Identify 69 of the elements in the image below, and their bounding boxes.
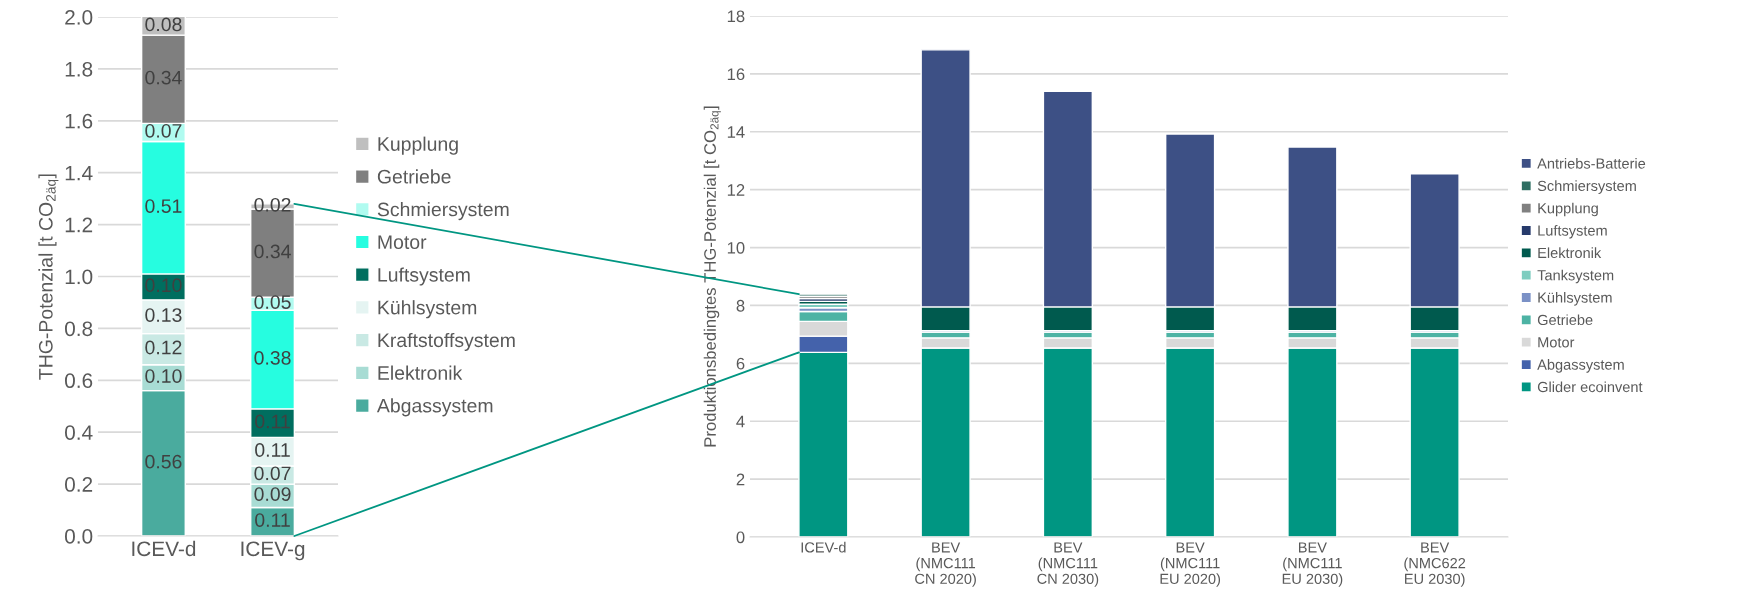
data-label: 0.02 (254, 197, 291, 212)
data-label: 0.07 (254, 466, 291, 481)
x-tick-label: BEV (NMC111 EU 2030) (1282, 542, 1343, 587)
y-tick-label: 12 (727, 184, 745, 196)
y-tick-label: 10 (727, 241, 745, 254)
y-tick-label: 0 (736, 531, 745, 544)
x-tick-label: BEV (NMC111 CN 2030) (1037, 542, 1099, 587)
y-tick-label: 1.4 (65, 165, 93, 181)
legend-label: Schmiersystem (377, 202, 509, 221)
x-tick-label: ICEV-d (132, 540, 196, 557)
y-tick-label: 16 (727, 68, 745, 81)
data-label: 0.10 (145, 278, 182, 293)
data-label: 0.05 (254, 295, 291, 309)
legend-label: Abgassystem (1537, 359, 1624, 373)
x-tick-label: ICEV-d (801, 541, 846, 553)
legend-label: Getriebe (1537, 314, 1593, 326)
legend-label: Antriebs-Batterie (1537, 157, 1646, 169)
data-label: 0.10 (145, 369, 182, 383)
data-label: 0.08 (145, 17, 182, 32)
y-tick-label: 1.2 (65, 217, 93, 233)
legend-label: Elektronik (378, 365, 463, 380)
legend-label: Motor (378, 235, 427, 250)
y-tick-label: 0.6 (64, 373, 93, 389)
x-tick-label: BEV (NMC622 EU 2030) (1404, 542, 1466, 587)
y-tick-label: 2 (736, 473, 745, 486)
legend-label: Luftsystem (1538, 225, 1607, 239)
data-label: 0.38 (254, 350, 291, 365)
data-label: 0.34 (254, 244, 291, 259)
y-tick-label: 0.2 (64, 477, 93, 492)
data-label: 0.56 (145, 454, 182, 469)
y-tick-label: 0.8 (64, 321, 93, 337)
legend-label: Elektronik (1538, 247, 1602, 259)
x-tick-label: ICEV-g (241, 541, 305, 561)
legend-label: Kraftstoffsystem (378, 332, 515, 351)
legend-label: Luftsystem (378, 267, 470, 286)
x-tick-label: BEV (NMC111 CN 2020) (915, 542, 976, 587)
y-tick-label: 4 (736, 415, 745, 428)
y-tick-label: 1.6 (65, 113, 93, 129)
data-label: 0.11 (255, 414, 290, 429)
y-tick-label: 14 (727, 126, 745, 138)
data-label: 0.12 (145, 340, 182, 355)
data-label: 0.09 (254, 487, 291, 501)
y-tick-label: 1.8 (65, 61, 93, 77)
y-axis-title: Produktionsbedingtes THG-Potenzial [t CO$_{2äq}$] (703, 106, 721, 447)
legend-label: Tanksystem (1537, 269, 1614, 284)
legend-label: Kühlsystem (378, 300, 477, 319)
y-axis-title: THG-Potenzial [t CO$_{2äq}$] (38, 174, 59, 380)
data-label: 0.11 (255, 513, 290, 527)
data-label: 0.51 (145, 199, 182, 213)
y-tick-label: 1.0 (65, 269, 93, 285)
data-label: 0.11 (255, 443, 290, 457)
y-tick-label: 0.0 (64, 529, 93, 544)
legend-label: Glider ecoinvent (1537, 381, 1643, 393)
y-tick-label: 8 (736, 299, 745, 312)
y-tick-label: 0.4 (64, 425, 93, 440)
data-label: 0.13 (145, 308, 182, 322)
data-label: 0.34 (145, 70, 182, 85)
y-tick-label: 2.0 (65, 10, 93, 25)
legend-label: Kupplung (1538, 202, 1598, 217)
legend-label: Kühlsystem (1538, 292, 1612, 306)
x-tick-label: BEV (NMC111 EU 2020) (1160, 542, 1221, 587)
data-label: 0.07 (145, 123, 182, 138)
y-tick-label: 18 (727, 10, 745, 23)
legend-label: Getriebe (377, 169, 451, 184)
legend-label: Kupplung (378, 136, 458, 155)
legend-label: Abgassystem (376, 398, 493, 417)
legend-label: Motor (1538, 337, 1575, 348)
legend-label: Schmiersystem (1537, 180, 1636, 194)
y-tick-label: 6 (736, 357, 745, 370)
